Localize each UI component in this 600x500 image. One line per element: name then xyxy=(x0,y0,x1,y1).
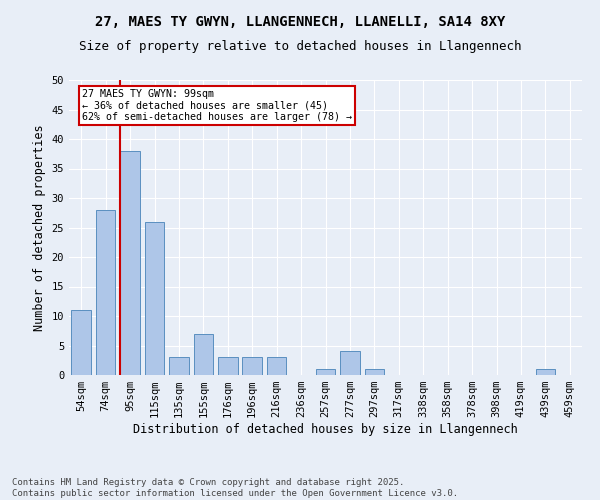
Bar xyxy=(242,358,262,375)
Text: 27 MAES TY GWYN: 99sqm
← 36% of detached houses are smaller (45)
62% of semi-det: 27 MAES TY GWYN: 99sqm ← 36% of detached… xyxy=(82,89,352,122)
Bar xyxy=(316,369,335,375)
Bar xyxy=(169,358,188,375)
Text: Size of property relative to detached houses in Llangennech: Size of property relative to detached ho… xyxy=(79,40,521,53)
Y-axis label: Number of detached properties: Number of detached properties xyxy=(33,124,46,331)
Bar xyxy=(218,358,238,375)
X-axis label: Distribution of detached houses by size in Llangennech: Distribution of detached houses by size … xyxy=(133,423,518,436)
Bar xyxy=(120,151,140,375)
Bar xyxy=(365,369,384,375)
Bar xyxy=(71,310,91,375)
Text: Contains HM Land Registry data © Crown copyright and database right 2025.
Contai: Contains HM Land Registry data © Crown c… xyxy=(12,478,458,498)
Bar xyxy=(536,369,555,375)
Bar xyxy=(194,334,213,375)
Bar xyxy=(145,222,164,375)
Bar xyxy=(340,352,360,375)
Bar xyxy=(267,358,286,375)
Bar xyxy=(96,210,115,375)
Text: 27, MAES TY GWYN, LLANGENNECH, LLANELLI, SA14 8XY: 27, MAES TY GWYN, LLANGENNECH, LLANELLI,… xyxy=(95,15,505,29)
